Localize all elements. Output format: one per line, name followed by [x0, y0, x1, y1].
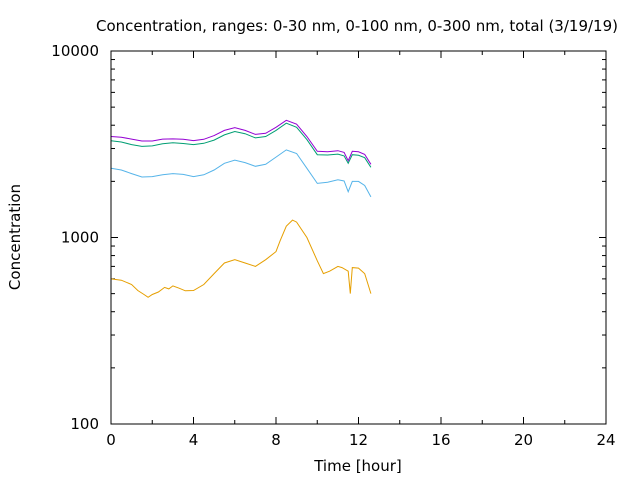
series-line-4 — [110, 119, 372, 165]
series-line-1 — [110, 219, 372, 298]
series-line-2 — [110, 149, 372, 198]
y-tick-label: 10000 — [51, 42, 99, 60]
x-tick-label: 0 — [106, 431, 116, 449]
y-tick-label: 1000 — [61, 229, 99, 247]
y-axis-label: Concentration — [6, 184, 24, 290]
x-tick-label: 16 — [431, 431, 450, 449]
chart-title: Concentration, ranges: 0-30 nm, 0-100 nm… — [96, 17, 618, 35]
x-axis-label: Time [hour] — [313, 457, 402, 475]
x-tick-label: 12 — [349, 431, 368, 449]
x-tick-label: 24 — [596, 431, 615, 449]
plot-frame — [110, 50, 607, 425]
x-tick-label: 4 — [189, 431, 199, 449]
x-tick-label: 8 — [271, 431, 281, 449]
x-tick-label: 20 — [514, 431, 533, 449]
series-line-3 — [110, 122, 372, 168]
y-tick-label: 100 — [70, 415, 99, 433]
